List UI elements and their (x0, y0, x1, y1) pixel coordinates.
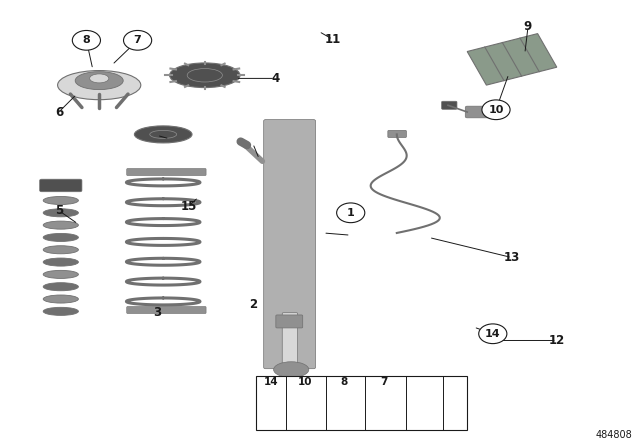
Ellipse shape (58, 71, 141, 100)
Ellipse shape (170, 63, 240, 88)
Text: 3: 3 (153, 306, 161, 319)
Text: 14: 14 (264, 377, 278, 387)
Circle shape (337, 203, 365, 223)
Text: 11: 11 (324, 33, 341, 46)
Text: 13: 13 (504, 251, 520, 264)
Text: 12: 12 (548, 334, 565, 347)
Ellipse shape (43, 295, 79, 303)
Ellipse shape (43, 271, 79, 279)
FancyBboxPatch shape (282, 313, 298, 413)
Ellipse shape (76, 72, 123, 90)
Ellipse shape (134, 126, 192, 143)
FancyBboxPatch shape (127, 306, 206, 314)
Text: 5: 5 (55, 204, 63, 217)
Ellipse shape (43, 283, 79, 291)
Text: 9: 9 (524, 20, 532, 34)
FancyBboxPatch shape (465, 106, 495, 118)
FancyBboxPatch shape (388, 130, 406, 138)
Circle shape (72, 30, 100, 50)
Polygon shape (467, 34, 557, 85)
Ellipse shape (43, 246, 79, 254)
Text: 1: 1 (347, 208, 355, 218)
Text: 14: 14 (485, 329, 500, 339)
FancyBboxPatch shape (264, 120, 316, 369)
Text: 8: 8 (340, 377, 348, 387)
Ellipse shape (43, 209, 79, 217)
Text: 7: 7 (134, 35, 141, 45)
Text: 10: 10 (488, 105, 504, 115)
Ellipse shape (274, 362, 309, 377)
FancyBboxPatch shape (40, 179, 82, 192)
Text: 484808: 484808 (596, 431, 633, 440)
FancyBboxPatch shape (442, 101, 457, 109)
Text: 15: 15 (180, 199, 197, 213)
Circle shape (482, 100, 510, 120)
Ellipse shape (43, 233, 79, 241)
Text: 8: 8 (83, 35, 90, 45)
Text: 4: 4 (271, 72, 279, 85)
Text: 6: 6 (55, 105, 63, 119)
FancyBboxPatch shape (256, 376, 467, 430)
Circle shape (124, 30, 152, 50)
Ellipse shape (43, 221, 79, 229)
Ellipse shape (43, 258, 79, 266)
FancyBboxPatch shape (276, 315, 303, 328)
Text: 7: 7 (380, 377, 388, 387)
FancyBboxPatch shape (127, 168, 206, 176)
Ellipse shape (43, 307, 79, 315)
Text: 2: 2 (249, 298, 257, 311)
Circle shape (479, 324, 507, 344)
Text: 10: 10 (298, 377, 312, 387)
Ellipse shape (43, 196, 79, 205)
Ellipse shape (90, 74, 109, 83)
